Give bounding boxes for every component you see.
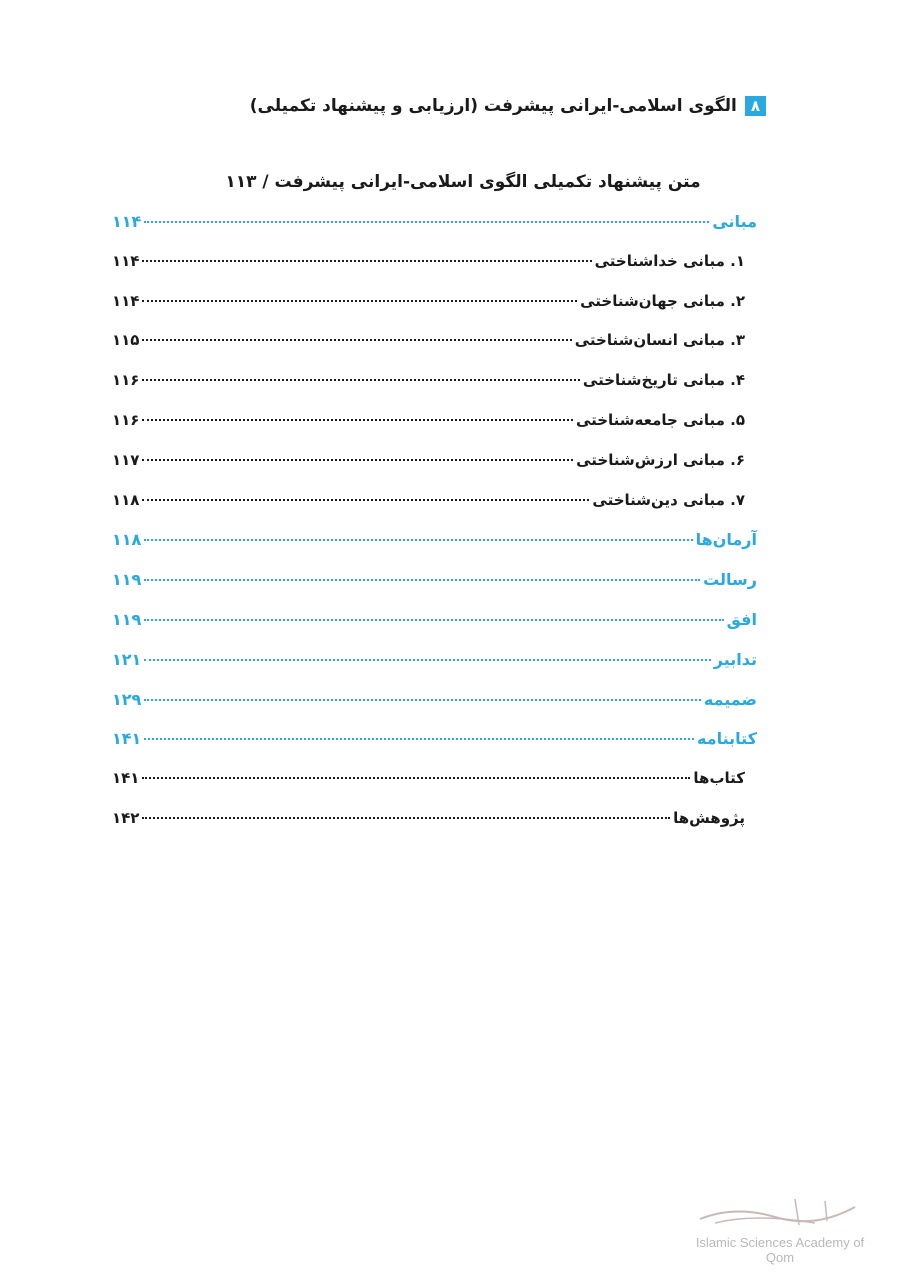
watermark-english: Islamic Sciences Academy of Qom: [695, 1235, 865, 1265]
toc-entry-title: ۶. مبانی ارزش‌شناختی: [576, 450, 745, 469]
toc-entry[interactable]: رسالت ۱۱۹: [112, 570, 757, 610]
dot-leader: [142, 418, 573, 421]
toc-entry-page: ۱۴۱: [112, 769, 140, 788]
toc-entry[interactable]: کتابنامه ۱۴۱: [112, 729, 757, 769]
dot-leader: [144, 539, 693, 542]
dot-leader: [142, 498, 590, 501]
dot-leader: [144, 618, 724, 621]
toc-entry-page: ۱۲۱: [112, 649, 142, 669]
toc-entry-page: ۱۱۷: [112, 450, 140, 469]
toc-entry-title: ضمیمه: [703, 689, 757, 709]
toc-entry-title: مبانی: [712, 212, 757, 231]
table-of-contents: مبانی ۱۱۴ ۱. مبانی خداشناختی ۱۱۴ ۲. مبانی جه…: [112, 212, 757, 849]
dot-leader: [142, 379, 580, 382]
toc-entry-page: ۱۴۱: [112, 729, 142, 749]
toc-entry-page: ۱۱۹: [112, 609, 142, 629]
toc-entry[interactable]: ۲. مبانی جهان‌شناختی ۱۱۴: [112, 292, 757, 332]
toc-entry[interactable]: پژوهش‌ها ۱۴۲: [112, 809, 757, 849]
toc-entry-title: تدابیر: [713, 649, 757, 669]
toc-entry[interactable]: افق ۱۱۹: [112, 610, 757, 650]
running-head: ۸ الگوی اسلامی-ایرانی پیشرفت (ارزیابی و …: [250, 96, 766, 116]
toc-entry-title: ۲. مبانی جهان‌شناختی: [580, 291, 745, 310]
toc-entry[interactable]: کتاب‌ها ۱۴۱: [112, 769, 757, 809]
calligraphy-logo-icon: [699, 1198, 856, 1226]
toc-entry-title: ۵. مبانی جامعه‌شناختی: [575, 410, 745, 429]
toc-entry[interactable]: ۶. مبانی ارزش‌شناختی ۱۱۷: [112, 451, 757, 491]
dot-leader: [142, 299, 578, 302]
dot-leader: [144, 658, 711, 661]
toc-entry-title: پژوهش‌ها: [673, 808, 745, 827]
toc-entry[interactable]: ۴. مبانی تاریخ‌شناختی ۱۱۶: [112, 371, 757, 411]
toc-entry-page: ۱۱۸: [112, 530, 142, 550]
dot-leader: [144, 698, 701, 701]
section-title: متن پیشنهاد تکمیلی الگوی اسلامی-ایرانی پ…: [225, 172, 701, 192]
watermark-logo: [680, 1195, 880, 1235]
toc-entry-title: ۴. مبانی تاریخ‌شناختی: [582, 371, 745, 390]
toc-entry-page: ۱۲۹: [112, 689, 142, 709]
toc-entry-title: کتاب‌ها: [693, 769, 745, 788]
book-title: الگوی اسلامی-ایرانی پیشرفت (ارزیابی و پی…: [249, 96, 737, 116]
toc-entry[interactable]: ۱. مبانی خداشناختی ۱۱۴: [112, 252, 757, 292]
toc-entry-title: ۱. مبانی خداشناختی: [594, 251, 745, 270]
toc-entry[interactable]: تدابیر ۱۲۱: [112, 650, 757, 690]
dot-leader: [142, 339, 572, 342]
toc-entry-title: ۷. مبانی دین‌شناختی: [592, 490, 745, 509]
toc-entry-title: آرمان‌ها: [695, 530, 757, 550]
toc-entry-title: ۳. مبانی انسان‌شناختی: [574, 331, 745, 350]
toc-entry-page: ۱۱۸: [112, 490, 140, 509]
toc-entry-page: ۱۱۴: [112, 291, 140, 310]
toc-entry[interactable]: ۷. مبانی دین‌شناختی ۱۱۸: [112, 491, 757, 531]
toc-entry[interactable]: ۳. مبانی انسان‌شناختی ۱۱۵: [112, 331, 757, 371]
toc-entry-page: ۱۱۶: [112, 371, 140, 390]
toc-entry-page: ۱۴۲: [112, 808, 140, 827]
toc-entry-page: ۱۱۵: [112, 331, 140, 350]
toc-entry-title: رسالت: [703, 570, 757, 590]
dot-leader: [144, 221, 710, 223]
toc-entry-page: ۱۱۹: [112, 570, 142, 590]
toc-entry[interactable]: آرمان‌ها ۱۱۸: [112, 530, 757, 570]
dot-leader: [142, 816, 671, 819]
dot-leader: [142, 259, 592, 262]
page-number: ۸: [744, 96, 766, 116]
dot-leader: [144, 738, 694, 741]
toc-entry[interactable]: مبانی ۱۱۴: [112, 212, 757, 252]
watermark: Islamic Sciences Academy of Qom: [680, 1195, 880, 1265]
toc-entry-title: کتابنامه: [697, 729, 757, 749]
dot-leader: [142, 458, 574, 461]
toc-entry-page: ۱۱۴: [112, 212, 142, 231]
dot-leader: [144, 579, 701, 582]
toc-entry-page: ۱۱۶: [112, 410, 140, 429]
dot-leader: [142, 777, 691, 780]
toc-entry[interactable]: ضمیمه ۱۲۹: [112, 690, 757, 730]
toc-entry-title: افق: [726, 609, 757, 629]
toc-entry-page: ۱۱۴: [112, 251, 140, 270]
toc-entry[interactable]: ۵. مبانی جامعه‌شناختی ۱۱۶: [112, 411, 757, 451]
